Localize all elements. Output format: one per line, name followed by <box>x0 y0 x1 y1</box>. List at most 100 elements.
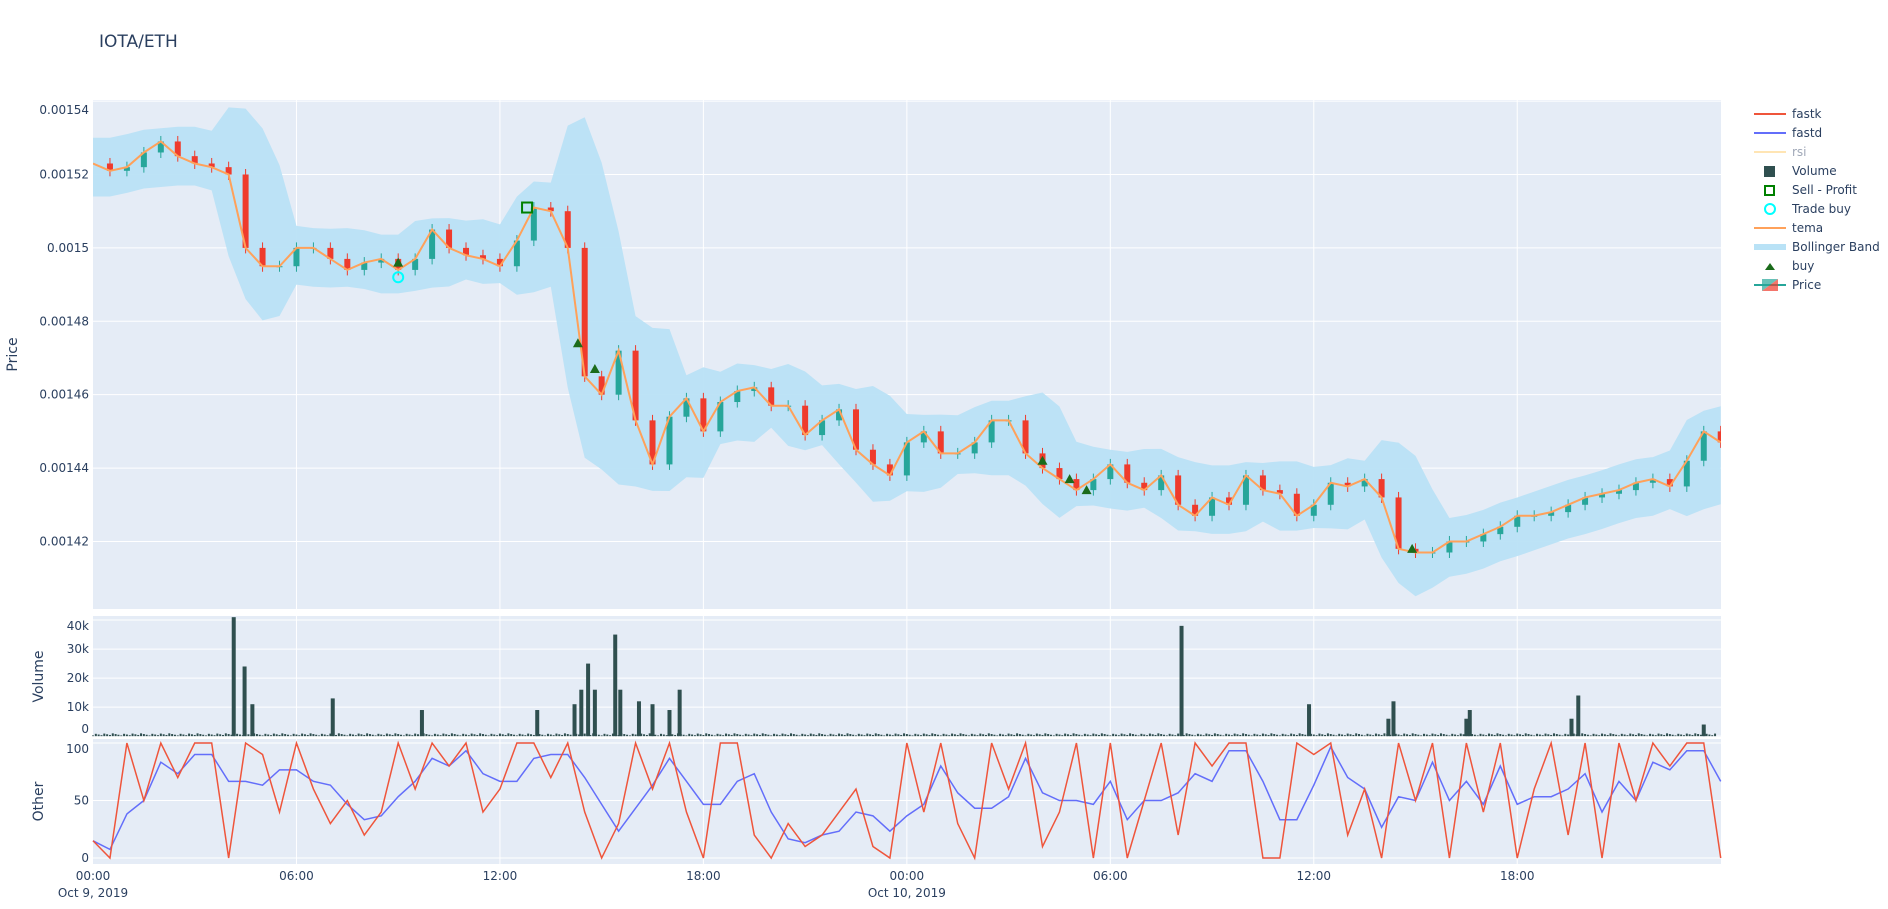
candle-body[interactable] <box>700 398 707 432</box>
candle-body[interactable] <box>1242 475 1249 505</box>
buy-marker[interactable] <box>393 257 404 267</box>
candle-body[interactable] <box>547 207 554 212</box>
candle-body[interactable] <box>1056 468 1063 480</box>
candle-body[interactable] <box>988 420 995 443</box>
volume-bar[interactable] <box>231 617 236 737</box>
candle-body[interactable] <box>1022 420 1029 454</box>
candle-body[interactable] <box>530 207 537 241</box>
candle-body[interactable] <box>242 174 249 248</box>
volume-bar[interactable] <box>1569 718 1574 737</box>
buy-marker[interactable] <box>1407 543 1418 553</box>
candle-body[interactable] <box>378 258 385 263</box>
candle-body[interactable] <box>1310 504 1317 516</box>
candle-body[interactable] <box>1327 482 1334 505</box>
candle-body[interactable] <box>1276 490 1283 494</box>
candle-body[interactable] <box>1599 493 1606 498</box>
volume-bar[interactable] <box>1467 710 1472 737</box>
candle-body[interactable] <box>1073 479 1080 491</box>
candle-body[interactable] <box>1649 479 1656 483</box>
candle-body[interactable] <box>191 156 198 164</box>
legend-item-sell[interactable]: Sell - Profit <box>1752 180 1880 199</box>
candle-body[interactable] <box>1209 497 1216 516</box>
candle-body[interactable] <box>1226 497 1233 505</box>
candle-body[interactable] <box>174 141 181 157</box>
volume-bar[interactable] <box>419 710 424 737</box>
volume-bar[interactable] <box>1386 718 1391 737</box>
candle-body[interactable] <box>1107 464 1114 480</box>
legend-item-fastk[interactable]: fastk <box>1752 104 1880 123</box>
volume-bar[interactable] <box>586 663 591 737</box>
candle-body[interactable] <box>581 247 588 377</box>
candle-body[interactable] <box>344 258 351 270</box>
candle-body[interactable] <box>649 420 656 465</box>
buy-marker[interactable] <box>572 338 583 348</box>
candle-body[interactable] <box>1717 431 1724 443</box>
legend-item-rsi[interactable]: rsi <box>1752 142 1880 161</box>
volume-bar[interactable] <box>330 698 335 737</box>
volume-bar[interactable] <box>1701 724 1706 737</box>
candle-body[interactable] <box>1446 541 1453 553</box>
legend-item-volume[interactable]: Volume <box>1752 161 1880 180</box>
candle-body[interactable] <box>768 387 775 406</box>
candle-body[interactable] <box>971 442 978 454</box>
candle-body[interactable] <box>1395 497 1402 549</box>
candle-body[interactable] <box>802 405 809 436</box>
candle-body[interactable] <box>1582 497 1589 505</box>
candle-body[interactable] <box>412 258 419 270</box>
candle-body[interactable] <box>1158 475 1165 491</box>
legend-item-fastd[interactable]: fastd <box>1752 123 1880 142</box>
candle-body[interactable] <box>513 240 520 267</box>
candle-body[interactable] <box>1141 482 1148 491</box>
volume-bar[interactable] <box>613 634 618 737</box>
volume-bar[interactable] <box>1464 718 1469 737</box>
candle-body[interactable] <box>1344 482 1351 487</box>
candle-body[interactable] <box>920 431 927 443</box>
volume-bar[interactable] <box>677 689 682 737</box>
legend-item-buy[interactable]: buy <box>1752 256 1880 275</box>
legend-item-tema[interactable]: tema <box>1752 218 1880 237</box>
candle-body[interactable] <box>463 247 470 256</box>
candle-body[interactable] <box>598 376 605 395</box>
volume-bar[interactable] <box>535 710 540 737</box>
candle-body[interactable] <box>903 442 910 476</box>
candle-body[interactable] <box>564 211 571 248</box>
sell-profit-marker[interactable] <box>521 201 534 214</box>
volume-bar[interactable] <box>242 666 247 737</box>
legend-item-price[interactable]: Price <box>1752 275 1880 294</box>
volume-bar[interactable] <box>1307 704 1312 737</box>
candle-body[interactable] <box>123 167 130 171</box>
candle-body[interactable] <box>852 409 859 450</box>
candle-body[interactable] <box>734 391 741 403</box>
candle-body[interactable] <box>1090 479 1097 491</box>
candle-body[interactable] <box>937 431 944 454</box>
volume-bar[interactable] <box>592 689 597 737</box>
volume-bar[interactable] <box>650 704 655 737</box>
candle-body[interactable] <box>1361 479 1368 487</box>
candle-body[interactable] <box>140 152 147 168</box>
volume-bar[interactable] <box>1576 695 1581 737</box>
volume-bar[interactable] <box>636 701 641 737</box>
volume-bar[interactable] <box>250 704 255 737</box>
candle-body[interactable] <box>361 262 368 270</box>
candle-body[interactable] <box>259 247 266 267</box>
candle-body[interactable] <box>836 409 843 421</box>
candle-body[interactable] <box>293 247 300 267</box>
candle-body[interactable] <box>869 449 876 465</box>
candle-body[interactable] <box>1259 475 1266 491</box>
trade-buy-marker[interactable] <box>392 271 405 284</box>
candle-body[interactable] <box>479 255 486 259</box>
candle-body[interactable] <box>1632 482 1639 491</box>
candle-body[interactable] <box>1192 504 1199 516</box>
buy-marker[interactable] <box>1064 474 1075 484</box>
candle-body[interactable] <box>157 141 164 153</box>
candle-body[interactable] <box>666 416 673 465</box>
candle-body[interactable] <box>1378 479 1385 498</box>
candle-body[interactable] <box>1683 460 1690 487</box>
candle-body[interactable] <box>1700 431 1707 461</box>
volume-bar[interactable] <box>1391 701 1396 737</box>
buy-marker[interactable] <box>1037 455 1048 465</box>
volume-bar[interactable] <box>579 689 584 737</box>
candle-body[interactable] <box>717 402 724 432</box>
candle-body[interactable] <box>1175 475 1182 505</box>
